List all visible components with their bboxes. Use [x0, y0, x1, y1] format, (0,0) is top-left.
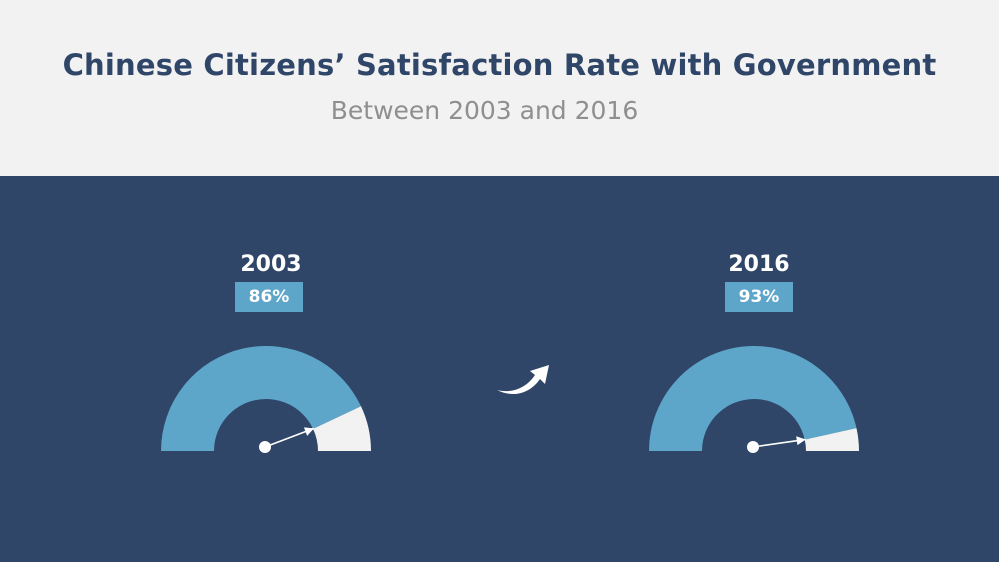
page-subtitle: Between 2003 and 2016	[330, 96, 639, 125]
header: Chinese Citizens’ Satisfaction Rate with…	[0, 0, 999, 176]
gauge-value-badge: 86%	[235, 282, 303, 312]
gauge-2016: 2016 93%	[649, 176, 869, 562]
gauge-hub	[747, 441, 759, 453]
gauge-needle-head	[796, 436, 806, 446]
gauge-year-label: 2003	[240, 252, 302, 277]
gauge-remaining-arc	[313, 406, 371, 451]
gauge-filled-arc	[649, 346, 857, 451]
chart-panel: 2003 86% 2016 93%	[0, 176, 999, 562]
curved-up-arrow-icon	[497, 365, 549, 395]
gauge-dial	[649, 346, 859, 453]
gauge-filled-arc	[161, 346, 362, 451]
gauge-value-badge: 93%	[725, 282, 793, 312]
page-title: Chinese Citizens’ Satisfaction Rate with…	[62, 48, 937, 82]
gauge-2003: 2003 86%	[161, 176, 381, 562]
gauge-year-label: 2016	[728, 252, 790, 277]
gauge-needle-head	[303, 427, 314, 436]
gauge-dial	[161, 346, 371, 453]
gauge-hub	[259, 441, 271, 453]
gauge-remaining-arc	[804, 428, 859, 451]
